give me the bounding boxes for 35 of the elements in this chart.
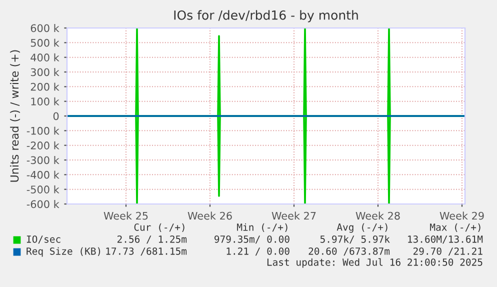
y-tick-label: -300 k — [26, 156, 60, 164]
y-tick-label: -400 k — [26, 170, 60, 179]
text: Min (-/+) — [237, 223, 288, 232]
y-tick-label: -500 k — [26, 185, 60, 194]
y-tick-label: 600 k — [30, 24, 60, 32]
text: 29.70 /21.21 — [413, 247, 482, 256]
text: 979.35m/ 0.00 — [214, 235, 290, 244]
x-tick-label: Week 29 — [440, 212, 484, 220]
chart-title: IOs for /dev/rbd16 - by month — [174, 10, 358, 22]
y-tick-label: 100 k — [31, 97, 60, 106]
y-tick-label: 500 k — [30, 38, 60, 47]
y-tick-label: 300 k — [30, 68, 60, 76]
x-tick-label: Week 27 — [272, 212, 316, 220]
text: Avg (-/+) — [336, 223, 388, 233]
x-tick-label: Week 26 — [188, 212, 232, 220]
x-tick-label: Week 25 — [104, 212, 148, 220]
y-tick-label: -600 k — [26, 200, 60, 208]
text: 1.21 / 0.00 — [226, 247, 290, 256]
legend-label: Req Size (KB) — [26, 247, 100, 257]
y-tick-label: 400 k — [30, 53, 60, 62]
y-tick-label: -100 k — [26, 126, 60, 135]
text: 20.60 /673.87m — [308, 247, 390, 256]
text: Max (-/+) — [430, 223, 480, 232]
y-tick-label: -200 k — [26, 141, 60, 150]
x-tick-label: Week 28 — [356, 212, 400, 220]
text: Cur (-/+) — [134, 223, 184, 232]
y-tick-label: 200 k — [30, 82, 60, 91]
legend-label: IO/sec — [26, 235, 60, 244]
y-axis-title: Units read (-) / write (+) — [10, 50, 20, 182]
text: Last update: Wed Jul 16 21:00:50 2025 — [267, 258, 482, 268]
y-tick-label: 0 — [53, 112, 59, 120]
text: 5.97k/ 5.97k — [320, 235, 390, 244]
text: 2.56 / 1.25m — [117, 235, 187, 244]
text: 17.73 /681.15m — [106, 247, 187, 256]
text: 13.60M/13.61M — [408, 235, 483, 244]
